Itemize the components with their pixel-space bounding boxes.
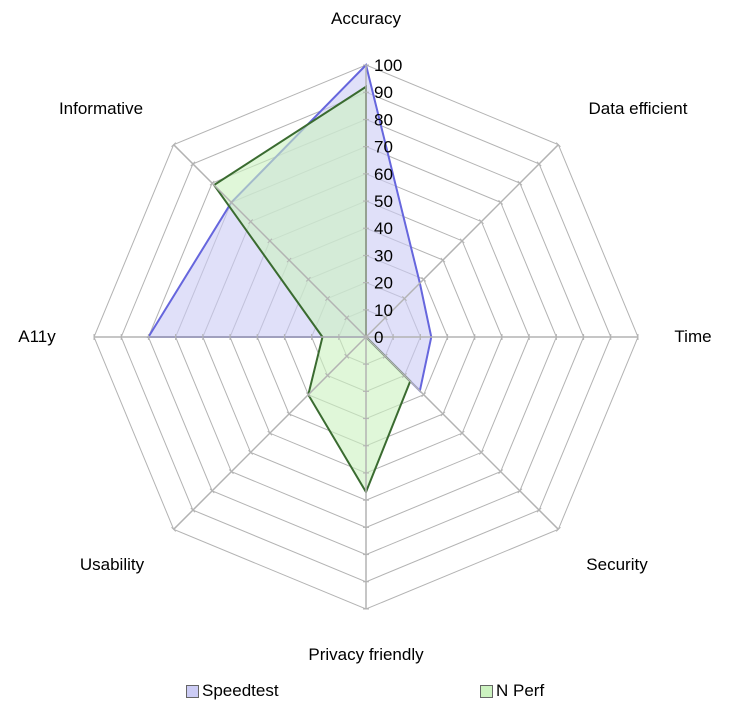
axis-tick	[190, 161, 196, 167]
radar-axes	[93, 64, 639, 610]
axis-tick	[171, 526, 177, 532]
axis-label-privacy-friendly: Privacy friendly	[308, 645, 424, 664]
legend-label-speedtest: Speedtest	[202, 681, 279, 700]
axis-tick	[459, 238, 465, 244]
axis-label-accuracy: Accuracy	[331, 9, 401, 28]
axis-tick	[440, 257, 446, 263]
tick-label: 80	[374, 110, 393, 129]
axis-label-informative: Informative	[59, 99, 143, 118]
axis-tick	[498, 469, 504, 475]
axis-tick	[305, 276, 311, 282]
tick-label: 60	[374, 165, 393, 184]
tick-label: 30	[374, 246, 393, 265]
tick-label: 0	[374, 328, 383, 347]
axis-tick	[478, 219, 484, 225]
legend-swatch-speedtest	[186, 684, 199, 698]
axis-tick	[555, 142, 561, 148]
tick-label: 90	[374, 83, 393, 102]
radar-tick-labels: 0 10 20 30 40 50 60 70 80 90 100	[374, 56, 402, 347]
axis-tick	[286, 257, 292, 263]
axis-label-data-efficient: Data efficient	[589, 99, 688, 118]
axis-tick	[228, 199, 234, 205]
axis-tick	[536, 507, 542, 513]
axis-tick	[209, 180, 215, 186]
legend-label-nperf: N Perf	[496, 681, 545, 700]
axis-tick	[421, 276, 427, 282]
tick-label: 50	[374, 192, 393, 211]
axis-tick	[459, 430, 465, 436]
axis-tick	[248, 449, 254, 455]
axis-tick	[325, 296, 331, 302]
axis-label-security: Security	[586, 555, 648, 574]
axis-label-usability: Usability	[80, 555, 145, 574]
axis-tick	[286, 411, 292, 417]
legend: Speedtest N Perf	[0, 681, 736, 703]
axis-tick	[305, 392, 311, 398]
legend-item-nperf: N Perf	[480, 681, 544, 701]
axis-tick	[401, 372, 407, 378]
axis-tick	[401, 296, 407, 302]
axis-tick	[190, 507, 196, 513]
axis-tick	[325, 372, 331, 378]
axis-tick	[344, 315, 350, 321]
legend-item-speedtest: Speedtest	[186, 681, 279, 701]
axis-tick	[421, 392, 427, 398]
axis-tick	[517, 180, 523, 186]
axis-tick	[382, 315, 388, 321]
axis-tick	[209, 488, 215, 494]
legend-swatch-nperf	[480, 684, 493, 698]
axis-tick	[267, 238, 273, 244]
axis-tick	[228, 469, 234, 475]
axis-label-a11y: A11y	[18, 327, 56, 346]
axis-tick	[478, 449, 484, 455]
radar-axis-labels: Accuracy Data efficient Time Security Privac…	[18, 9, 711, 664]
axis-label-time: Time	[674, 327, 711, 346]
axis-tick	[517, 488, 523, 494]
axis-tick	[171, 142, 177, 148]
axis-tick	[382, 353, 388, 359]
tick-label: 70	[374, 138, 393, 157]
axis-tick	[498, 199, 504, 205]
tick-label: 100	[374, 56, 402, 75]
tick-label: 10	[374, 301, 393, 320]
tick-label: 20	[374, 274, 393, 293]
tick-label: 40	[374, 219, 393, 238]
axis-tick	[536, 161, 542, 167]
axis-tick	[248, 219, 254, 225]
axis-tick	[344, 353, 350, 359]
axis-tick	[267, 430, 273, 436]
axis-tick	[555, 526, 561, 532]
axis-tick	[440, 411, 446, 417]
